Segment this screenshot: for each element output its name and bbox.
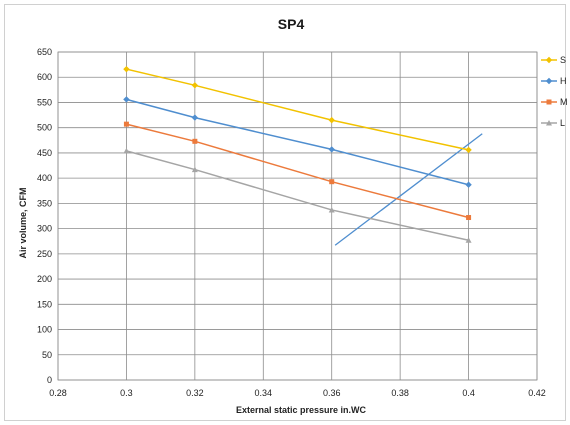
x-axis-title: External static pressure in.WC [236,405,367,415]
y-tick-label: 600 [37,72,52,82]
y-tick-label: 0 [47,375,52,385]
chart-frame: SP4 0 50 100 150 200 250 300 350 400 450 500 550 600… [4,4,567,421]
data-point-h [328,146,335,153]
data-point-s [465,146,472,154]
y-tick-label: 200 [37,274,52,284]
data-point-l [328,206,335,213]
data-point-s [123,65,130,73]
plot-border [57,51,538,381]
legend-label-l: L [560,118,565,128]
y-tick-label: 550 [37,97,52,107]
chart-canvas: SP4 0 50 100 150 200 250 300 350 400 450 500 550 600… [18,16,567,415]
tick-layer: 0 50 100 150 200 250 300 350 400 450 500 550 600 650 0… [37,47,546,398]
data-point-s [328,116,335,124]
legend: S H M L [541,55,567,128]
data-point-l [465,237,472,243]
data-point-m [329,179,335,185]
chart-title: SP4 [278,16,305,32]
series-layer [123,65,483,246]
data-point-m [466,215,472,221]
x-tick-label: 0.38 [391,388,409,398]
y-tick-label: 100 [37,325,52,335]
system-curve-line [334,133,483,246]
y-tick-label: 150 [37,299,52,309]
data-point-m [123,121,129,127]
legend-marker-s [545,56,553,64]
y-tick-label: 50 [42,350,52,360]
series-line-m [126,123,469,219]
y-tick-label: 650 [37,47,52,57]
y-tick-label: 500 [37,123,52,133]
legend-marker-h [545,77,553,85]
series-line-h [126,98,469,186]
legend-marker-m [546,99,552,105]
y-tick-label: 350 [37,198,52,208]
data-point-h [123,96,130,103]
x-tick-label: 0.42 [528,388,546,398]
x-tick-label: 0.32 [186,388,204,398]
legend-marker-l [546,120,552,126]
x-tick-label: 0.3 [120,388,133,398]
data-point-l [123,147,130,154]
y-tick-label: 450 [37,148,52,158]
data-point-l [191,166,198,173]
x-tick-label: 0.28 [49,388,67,398]
data-point-m [192,138,198,144]
series-line-l [126,150,469,241]
y-axis-title: Air volume, CFM [18,187,28,258]
x-tick-label: 0.36 [323,388,341,398]
y-tick-label: 300 [37,224,52,234]
x-tick-label: 0.4 [462,388,475,398]
data-point-s [191,82,199,89]
y-tick-label: 400 [37,173,52,183]
data-point-h [465,181,472,188]
y-tick-label: 250 [37,249,52,259]
x-tick-label: 0.34 [255,388,273,398]
series-line-s [126,68,469,151]
legend-label-h: H [560,76,567,86]
data-point-h [191,114,199,121]
legend-label-m: M [560,97,567,107]
legend-label-s: S [560,55,566,65]
